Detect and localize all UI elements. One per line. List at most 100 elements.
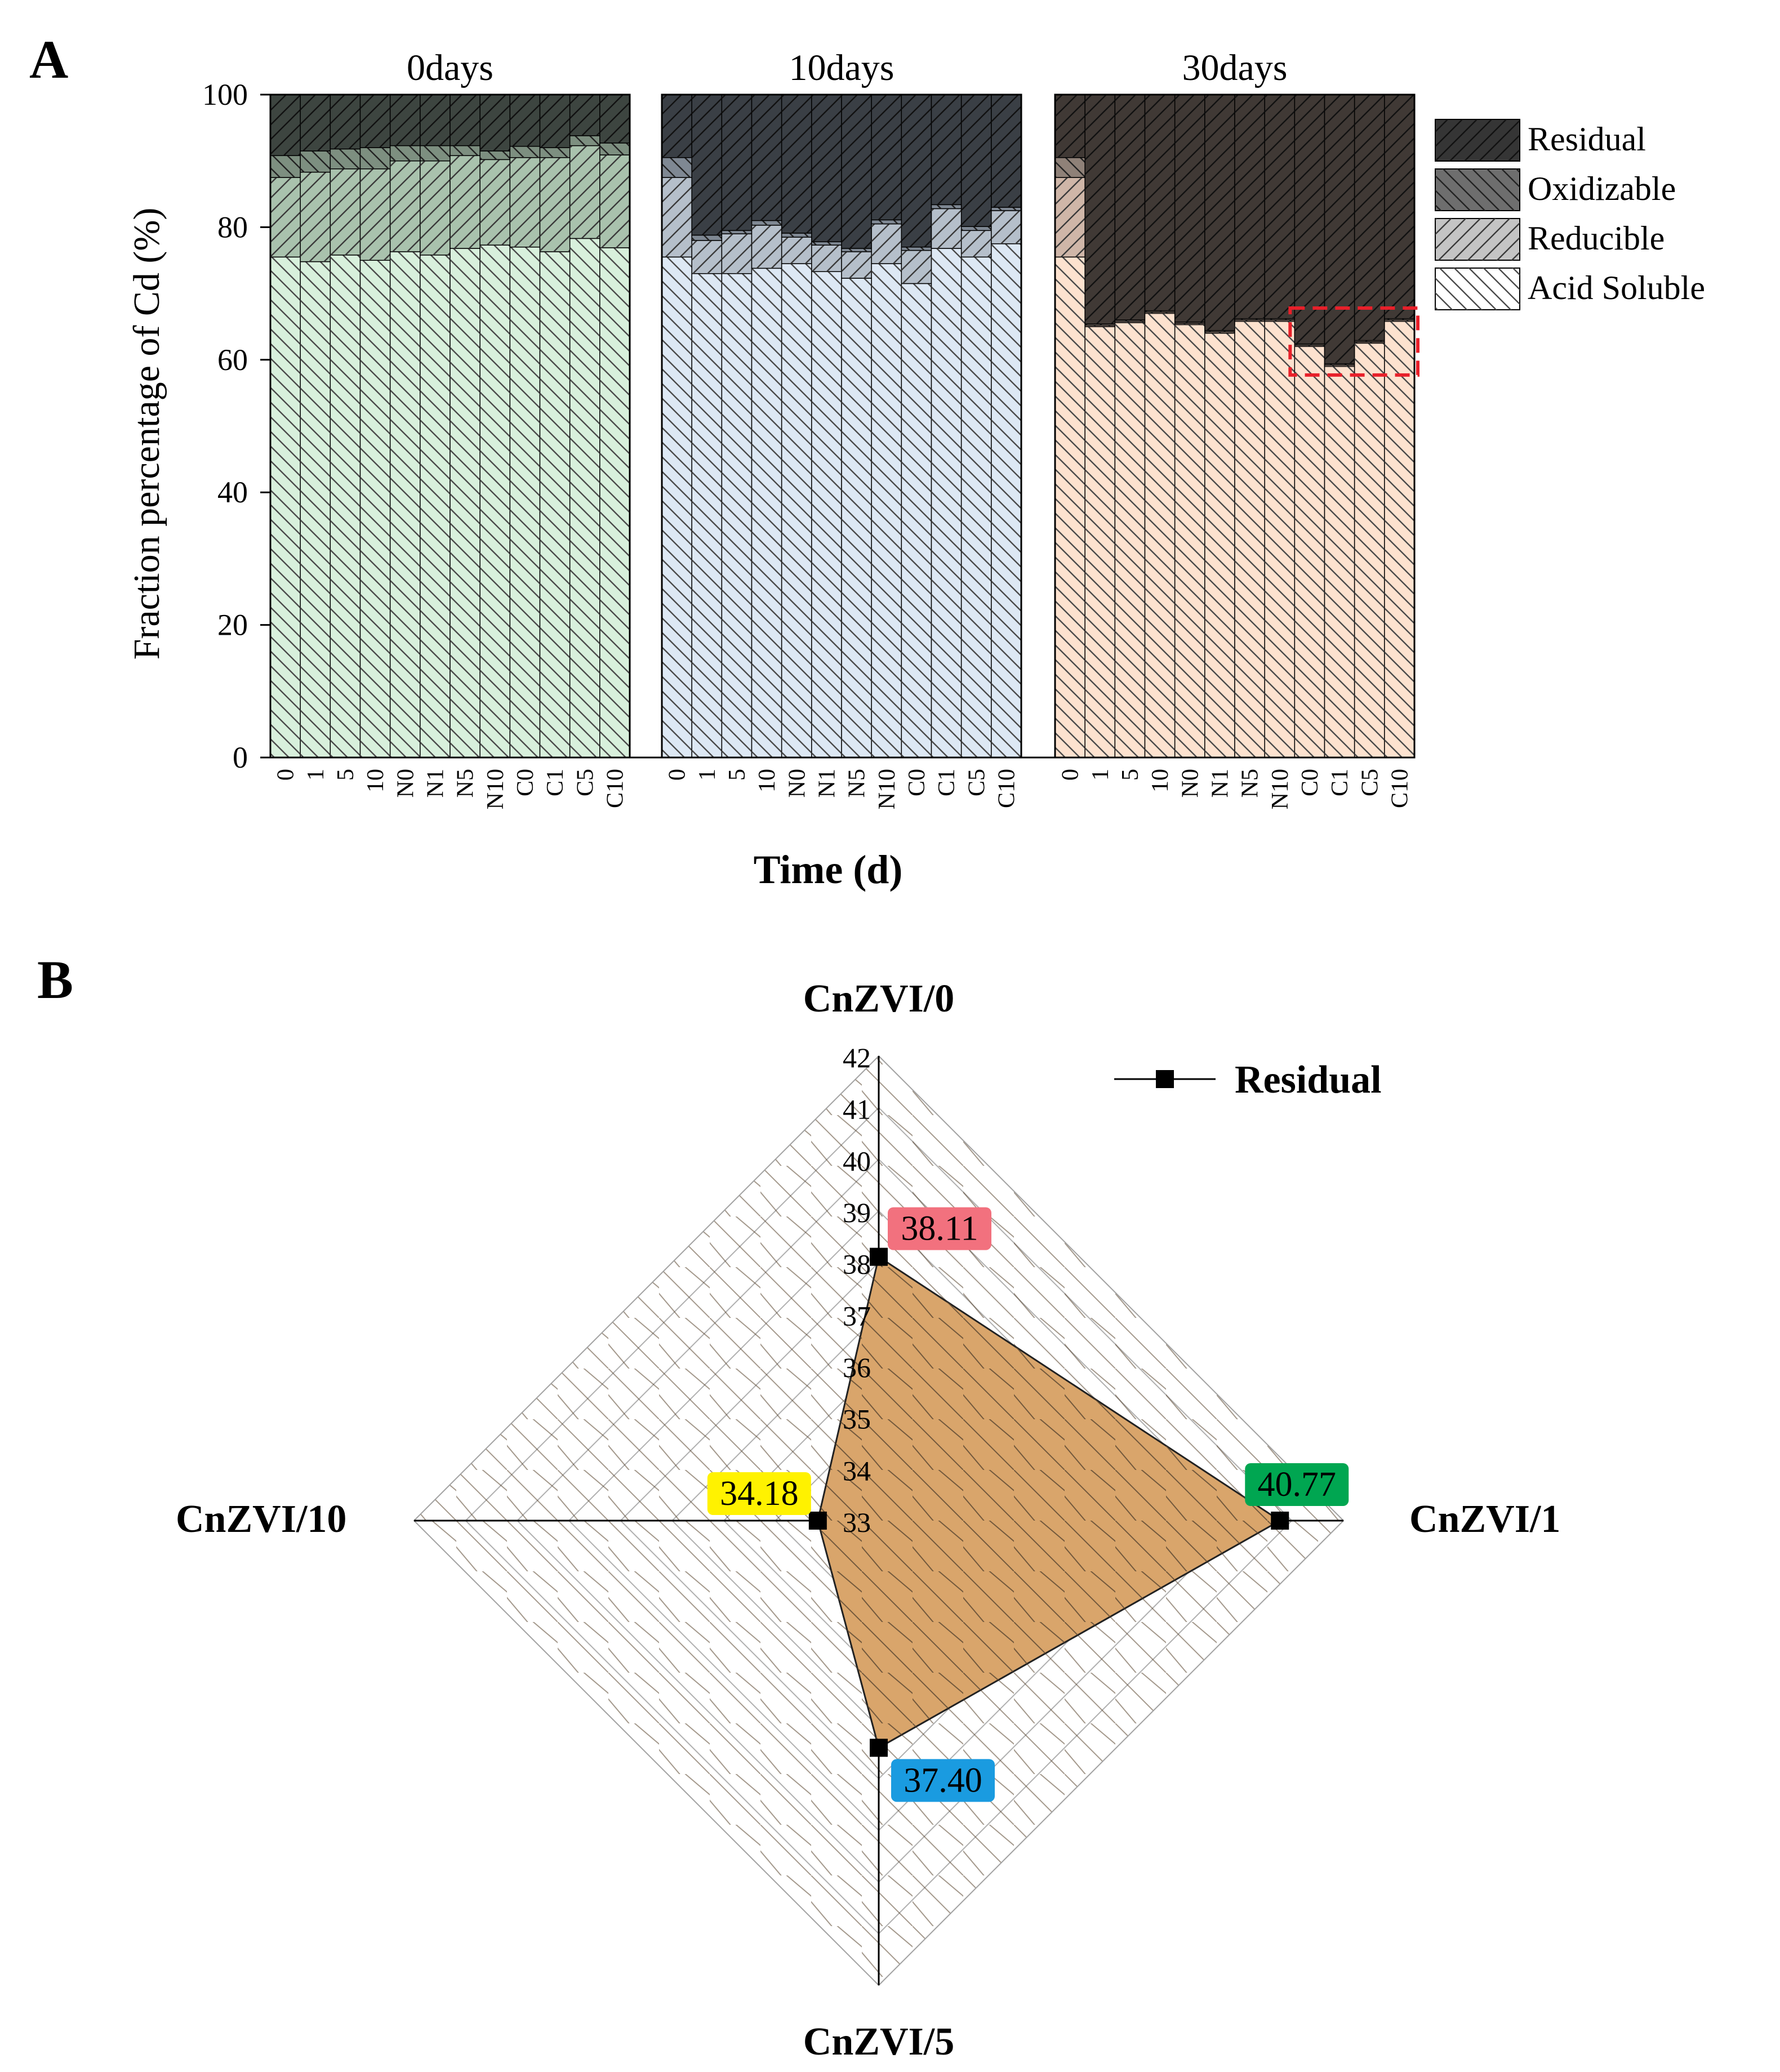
bar-hatch-10days-C1-acid-soluble xyxy=(931,248,962,758)
bar-hatch-0days-C0-residual xyxy=(510,95,540,146)
bar-hatch-30days-N10-reducible xyxy=(1265,320,1295,322)
bar-hatch-30days-C10-acid-soluble xyxy=(1384,321,1414,757)
bar-hatch-30days-N5-acid-soluble xyxy=(1235,321,1265,757)
bar-hatch-10days-1-reducible xyxy=(692,240,722,274)
legend-hatch-residual xyxy=(1435,119,1520,161)
bar-hatch-10days-0-reducible xyxy=(662,177,692,257)
value-label-bg-2 xyxy=(891,1759,995,1802)
x-tick-30days-C10: C10 xyxy=(1387,769,1413,808)
legend-label-oxidizable: Oxidizable xyxy=(1528,170,1676,207)
bar-hatch-10days-C10-reducible xyxy=(991,210,1021,244)
bar-hatch-30days-5-acid-soluble xyxy=(1115,322,1145,757)
y-tick-20: 20 xyxy=(217,608,248,642)
bar-hatch-30days-10-reducible xyxy=(1145,312,1175,314)
x-tick-30days-C0: C0 xyxy=(1297,769,1323,796)
bar-hatch-30days-5-reducible xyxy=(1115,321,1145,323)
y-tick-60: 60 xyxy=(217,343,248,377)
bar-hatch-0days-C1-oxidizable xyxy=(540,148,570,158)
bar-hatch-30days-1-reducible xyxy=(1085,325,1115,327)
panel-b-label: B xyxy=(37,950,73,1010)
bar-hatch-30days-C0-oxidizable xyxy=(1294,344,1325,345)
bar-hatch-10days-N5-residual xyxy=(842,95,872,249)
bar-hatch-0days-C10-residual xyxy=(599,95,630,143)
bar-hatch-10days-N10-acid-soluble xyxy=(871,264,902,757)
bar-hatch-10days-5-reducible xyxy=(722,234,752,274)
bar-hatch-0days-1-oxidizable xyxy=(300,151,331,172)
x-tick-10days-N0: N0 xyxy=(784,769,810,797)
bar-hatch-30days-N5-reducible xyxy=(1235,320,1265,322)
bar-hatch-0days-N10-reducible xyxy=(480,159,510,246)
bar-hatch-10days-1-residual xyxy=(692,95,722,235)
value-label-3: 34.18 xyxy=(720,1474,799,1513)
bar-hatch-10days-C0-acid-soluble xyxy=(901,283,932,757)
bar-hatch-0days-1-acid-soluble xyxy=(300,261,331,757)
bar-hatch-30days-C5-reducible xyxy=(1354,342,1385,344)
bar-hatch-0days-0-reducible xyxy=(270,177,301,257)
x-tick-10days-C5: C5 xyxy=(964,769,990,796)
x-tick-30days-0: 0 xyxy=(1058,769,1084,781)
radar-legend-marker xyxy=(1156,1070,1174,1088)
bar-hatch-10days-C5-acid-soluble xyxy=(961,257,991,757)
x-tick-30days-N1: N1 xyxy=(1207,769,1233,797)
bar-hatch-10days-0-oxidizable xyxy=(662,157,692,178)
bar-hatch-30days-N10-oxidizable xyxy=(1265,318,1295,320)
radar-area-hatch xyxy=(817,1256,1280,1748)
panel-a-label: A xyxy=(29,29,68,90)
bar-hatch-0days-C5-oxidizable xyxy=(569,135,600,146)
bar-hatch-30days-C0-reducible xyxy=(1294,345,1325,347)
x-tick-0days-C5: C5 xyxy=(572,769,598,796)
bar-hatch-30days-1-acid-soluble xyxy=(1085,326,1115,757)
x-tick-30days-1: 1 xyxy=(1088,769,1114,781)
x-tick-0days-0: 0 xyxy=(273,769,299,781)
bar-hatch-10days-0-residual xyxy=(662,95,692,158)
bar-hatch-30days-N0-residual xyxy=(1174,95,1205,322)
x-tick-10days-C0: C0 xyxy=(904,769,930,796)
group-title-10days: 10days xyxy=(789,47,895,88)
bar-hatch-30days-C5-residual xyxy=(1354,95,1385,341)
x-tick-0days-N1: N1 xyxy=(422,769,448,797)
bar-hatch-0days-N1-acid-soluble xyxy=(420,255,450,758)
bar-hatch-10days-1-oxidizable xyxy=(692,235,722,240)
bar-hatch-30days-N10-acid-soluble xyxy=(1265,321,1295,757)
bar-hatch-30days-N10-residual xyxy=(1265,95,1295,319)
x-tick-10days-1: 1 xyxy=(695,769,720,781)
bar-hatch-0days-N10-acid-soluble xyxy=(480,245,510,758)
x-tick-30days-10: 10 xyxy=(1147,769,1173,792)
bar-hatch-10days-C1-oxidizable xyxy=(931,204,962,209)
y-tick-40: 40 xyxy=(217,475,248,509)
bar-hatch-30days-C10-oxidizable xyxy=(1384,318,1414,320)
bar-hatch-0days-1-residual xyxy=(300,95,331,151)
x-tick-30days-N5: N5 xyxy=(1238,769,1263,797)
bar-hatch-0days-C5-reducible xyxy=(569,145,600,239)
legend-label-acid-soluble: Acid Soluble xyxy=(1528,269,1705,306)
bar-hatch-10days-10-reducible xyxy=(751,225,782,269)
bar-hatch-30days-N0-acid-soluble xyxy=(1174,324,1205,757)
bar-hatch-30days-N5-oxidizable xyxy=(1235,318,1265,320)
bar-hatch-30days-5-oxidizable xyxy=(1115,320,1145,322)
bar-hatch-10days-N0-residual xyxy=(781,95,812,233)
bar-hatch-0days-C10-oxidizable xyxy=(599,142,630,155)
x-tick-0days-N5: N5 xyxy=(453,769,479,797)
bar-hatch-10days-N1-oxidizable xyxy=(811,242,842,246)
y-axis: 0 20 40 60 80 100 xyxy=(202,78,1414,774)
bar-hatch-0days-N5-oxidizable xyxy=(450,145,480,156)
radar-tick-41: 41 xyxy=(843,1094,871,1125)
bar-hatch-10days-C1-residual xyxy=(931,95,962,205)
radar-axis-label-cnzvi-1: CnZVI/1 xyxy=(1409,1498,1560,1541)
bar-hatch-10days-N10-oxidizable xyxy=(871,220,902,224)
bar-hatch-10days-N10-residual xyxy=(871,95,902,220)
x-tick-30days-5: 5 xyxy=(1118,769,1143,781)
value-label-2: 37.40 xyxy=(904,1761,982,1799)
x-tick-10days-C1: C1 xyxy=(934,769,960,796)
x-tick-0days-N0: N0 xyxy=(393,769,419,797)
bar-hatch-10days-C10-acid-soluble xyxy=(991,243,1021,757)
bar-hatch-0days-N0-oxidizable xyxy=(390,145,420,161)
bar-hatch-10days-1-acid-soluble xyxy=(692,273,722,757)
radar-axis-label-cnzvi-0: CnZVI/0 xyxy=(803,977,954,1021)
bar-hatch-30days-0-residual xyxy=(1055,95,1085,158)
legend-hatch-acid-soluble xyxy=(1435,268,1520,310)
x-tick-30days-N0: N0 xyxy=(1177,769,1203,797)
panel-a-legend: Residual Oxidizable Reducible Acid Soluble xyxy=(1435,119,1705,310)
radar-axis-label-cnzvi-10: CnZVI/10 xyxy=(176,1498,346,1541)
